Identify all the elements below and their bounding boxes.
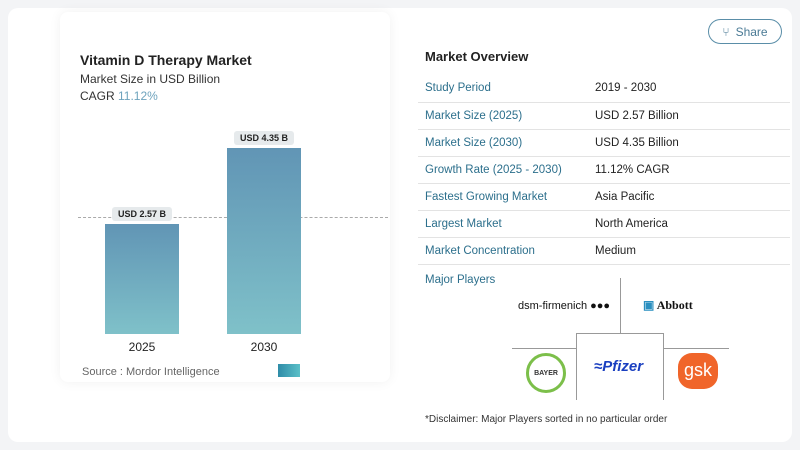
overview-row: Growth Rate (2025 - 2030) 11.12% CAGR: [418, 156, 790, 184]
logo-pfizer: ≈Pfizer: [594, 358, 644, 375]
cagr-value: 11.12%: [118, 89, 158, 103]
cagr: CAGR 11.12%: [80, 89, 158, 103]
logo-box: [576, 333, 664, 400]
x-tick-label: 2025: [128, 340, 156, 354]
logo-gsk: gsk: [678, 353, 718, 389]
data-label: USD 2.57 B: [111, 206, 173, 221]
share-icon: ⑂: [722, 24, 730, 39]
row-value: North America: [588, 210, 790, 238]
overview-row: Market Concentration Medium: [418, 237, 790, 265]
logo-bayer: BAYER: [526, 353, 566, 393]
chart-card: Vitamin D Therapy Market Market Size in …: [60, 12, 390, 382]
row-value: USD 2.57 Billion: [588, 102, 790, 130]
row-label: Study Period: [418, 75, 588, 103]
major-players-title: Major Players: [425, 274, 496, 286]
chart-title: Vitamin D Therapy Market: [80, 52, 252, 68]
row-value: USD 4.35 Billion: [588, 129, 790, 157]
logo-dsm-firmenich: dsm-firmenich ●●●: [518, 300, 611, 312]
cagr-label: CAGR: [80, 89, 115, 103]
x-tick-label: 2030: [250, 340, 278, 354]
row-label: Market Size (2030): [418, 129, 588, 157]
disclaimer: *Disclaimer: Major Players sorted in no …: [425, 414, 668, 425]
overview-title: Market Overview: [425, 49, 529, 64]
bar-2030: [227, 147, 301, 334]
row-label: Market Size (2025): [418, 102, 588, 130]
share-button[interactable]: ⑂ Share: [708, 19, 782, 44]
mordor-logo: [278, 364, 300, 377]
row-value: 11.12% CAGR: [588, 156, 790, 184]
overview-table: Study Period 2019 - 2030 Market Size (2025…: [418, 75, 790, 265]
row-value: 2019 - 2030: [588, 75, 790, 103]
row-label: Market Concentration: [418, 237, 588, 265]
overview-row: Study Period 2019 - 2030: [418, 75, 790, 103]
data-label: USD 4.35 B: [233, 130, 295, 145]
source: Source : Mordor Intelligence: [82, 366, 220, 378]
row-label: Fastest Growing Market: [418, 183, 588, 211]
chart-subtitle: Market Size in USD Billion: [80, 72, 221, 86]
overview-row: Market Size (2025) USD 2.57 Billion: [418, 102, 790, 130]
overview-row: Market Size (2030) USD 4.35 Billion: [418, 129, 790, 157]
overview-row: Largest Market North America: [418, 210, 790, 238]
row-label: Largest Market: [418, 210, 588, 238]
row-label: Growth Rate (2025 - 2030): [418, 156, 588, 184]
logo-abbott: ▣ Abbott: [643, 298, 693, 312]
row-value: Asia Pacific: [588, 183, 790, 211]
row-value: Medium: [588, 237, 790, 265]
divider: [620, 278, 621, 333]
overview-row: Fastest Growing Market Asia Pacific: [418, 183, 790, 211]
bar-2025: [105, 223, 179, 334]
